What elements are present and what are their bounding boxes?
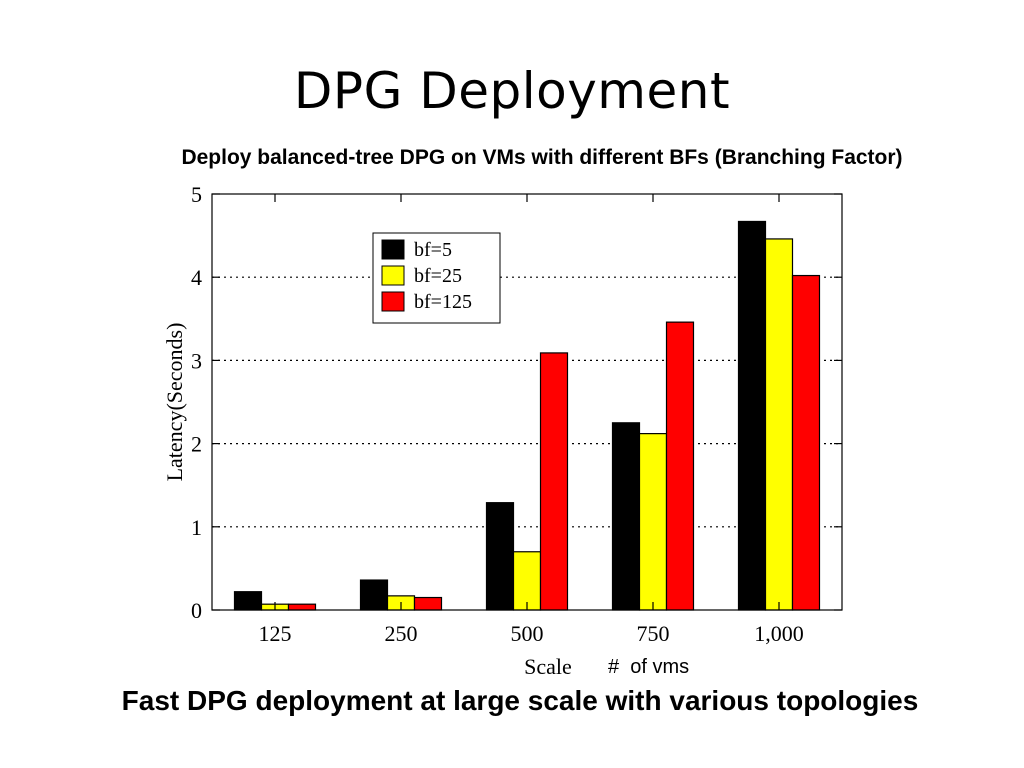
x-tick-labels: 125 250 500 750 1,000	[259, 621, 804, 646]
slide-title: DPG Deployment	[293, 62, 731, 120]
y-tick-label-3: 3	[191, 348, 202, 373]
scale-note-text: # of vms	[608, 656, 690, 678]
bar-bf25-1000	[764, 238, 794, 611]
legend-label-bf25: bf=25	[414, 265, 462, 287]
x-tick-label-3: 750	[637, 621, 670, 646]
legend-swatch-bf5	[381, 239, 405, 260]
x-tick-label-1: 250	[385, 621, 418, 646]
bar-bf125-750	[665, 321, 695, 611]
slide-subtitle: Deploy balanced-tree DPG on VMs with dif…	[181, 146, 903, 169]
footer-note: Fast DPG deployment at large scale with …	[121, 685, 919, 716]
legend-label-bf125: bf=125	[414, 291, 472, 313]
ticks	[212, 193, 842, 611]
y-tick-labels: 0 1 2 3 4 5	[191, 182, 202, 623]
bar-bf125-125	[287, 603, 317, 611]
y-tick-label-2: 2	[191, 432, 202, 457]
legend-swatch-bf25	[381, 265, 405, 286]
bar-bf5-750	[611, 422, 641, 611]
x-tick-label-0: 125	[259, 621, 292, 646]
legend: bf=5 bf=25 bf=125	[372, 232, 501, 324]
bar-bf25-500	[512, 551, 542, 611]
bar-bf125-250	[413, 596, 443, 611]
y-tick-label-5: 5	[191, 182, 202, 207]
legend-swatch-bf125	[381, 291, 405, 312]
bar-bf125-1000	[791, 274, 821, 611]
bar-bf5-250	[359, 579, 389, 611]
bar-bf125-500	[539, 352, 569, 611]
bar-bf25-750	[638, 433, 668, 611]
x-axis-label: Scale	[524, 654, 572, 679]
y-tick-label-4: 4	[191, 265, 202, 290]
y-axis-label: Latency(Seconds)	[162, 323, 187, 482]
bar-bf5-125	[233, 591, 263, 611]
legend-label-bf5: bf=5	[414, 239, 452, 261]
x-tick-label-4: 1,000	[754, 621, 804, 646]
x-tick-label-2: 500	[511, 621, 544, 646]
bars	[233, 220, 821, 611]
bar-bf5-500	[485, 502, 515, 611]
y-tick-label-0: 0	[191, 598, 202, 623]
bar-bf5-1000	[737, 220, 767, 611]
y-tick-label-1: 1	[191, 515, 202, 540]
